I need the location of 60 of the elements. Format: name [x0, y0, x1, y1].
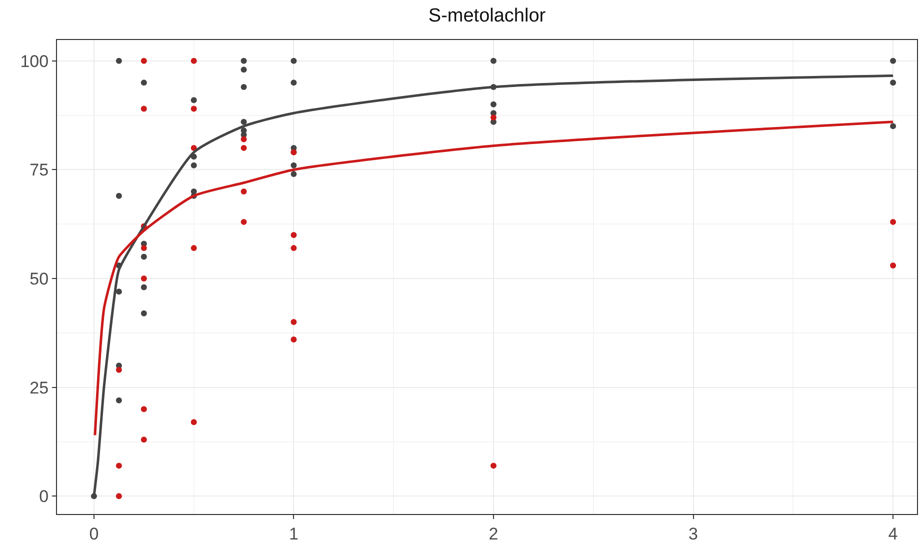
y-tick-label: 50	[30, 269, 49, 288]
point	[190, 97, 197, 104]
point	[490, 114, 496, 120]
point	[490, 462, 496, 469]
point	[190, 106, 197, 112]
point	[116, 366, 122, 373]
point	[290, 162, 297, 168]
point	[140, 276, 147, 282]
point	[890, 218, 896, 225]
x-tick-label: 3	[688, 524, 698, 544]
point	[140, 106, 147, 112]
point	[890, 80, 896, 86]
point	[240, 58, 247, 64]
point	[240, 66, 247, 73]
point	[290, 171, 297, 178]
y-tick-label: 100	[20, 52, 49, 71]
y-tick-label: 25	[30, 378, 49, 398]
x-tick-label: 0	[89, 524, 99, 544]
point	[140, 245, 147, 252]
point	[190, 162, 197, 168]
point	[140, 310, 147, 316]
point	[290, 80, 297, 86]
point	[140, 80, 147, 86]
x-tick-label: 1	[288, 524, 298, 544]
point	[140, 436, 147, 443]
x-tick-label: 2	[488, 524, 498, 544]
point	[140, 406, 147, 412]
point	[140, 58, 147, 64]
point	[890, 262, 896, 268]
point	[140, 254, 147, 260]
point	[240, 84, 247, 90]
point	[240, 118, 247, 125]
y-tick-label: 0	[39, 487, 49, 506]
point	[290, 245, 297, 252]
point	[116, 192, 122, 199]
point	[116, 288, 122, 295]
point	[116, 493, 122, 500]
x-tick-label: 4	[888, 524, 898, 544]
point	[240, 144, 247, 151]
point	[290, 319, 297, 326]
chart-title: S-metolachlor	[428, 6, 546, 27]
point	[890, 58, 896, 64]
point	[290, 58, 297, 64]
point	[190, 245, 197, 252]
point	[240, 136, 247, 142]
line-series	[94, 120, 894, 436]
point	[116, 58, 122, 64]
point	[240, 218, 247, 225]
point	[490, 101, 496, 108]
point	[890, 123, 896, 130]
point	[290, 232, 297, 238]
point	[490, 58, 496, 64]
point	[116, 462, 122, 469]
y-tick-label: 75	[30, 160, 49, 180]
point	[240, 188, 247, 194]
point	[190, 419, 197, 426]
point	[290, 336, 297, 342]
point	[116, 397, 122, 404]
point	[140, 284, 147, 290]
point	[190, 58, 197, 64]
